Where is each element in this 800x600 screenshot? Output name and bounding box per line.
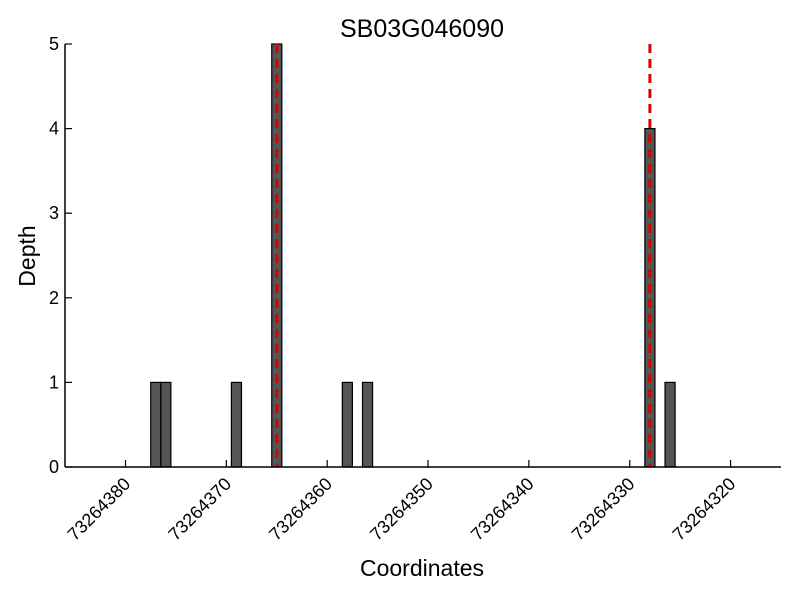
bar-5: [361, 381, 374, 468]
bar-7: [664, 381, 676, 468]
bar-0: [150, 381, 162, 468]
y-tick-label-0: 0: [49, 457, 59, 477]
bar-4: [341, 381, 354, 468]
y-tick-label-4: 4: [49, 119, 59, 139]
x-tick-label-4: 73264340: [467, 474, 538, 545]
bar-1: [160, 381, 172, 468]
x-tick-label-1: 73264370: [164, 474, 235, 545]
axes-group: 0 1 2 3 4 5 73264380 73264370 73264360 73264350 73…: [49, 34, 781, 544]
bars-group: [150, 43, 676, 468]
x-tick-label-2: 73264360: [265, 474, 336, 545]
y-axis-label: Depth: [14, 225, 40, 286]
bar-2: [230, 381, 243, 468]
y-tick-label-2: 2: [49, 288, 59, 308]
x-axis-label: Coordinates: [360, 555, 484, 581]
y-tick-label-5: 5: [49, 34, 59, 54]
x-tick-label-0: 73264380: [64, 474, 135, 545]
chart-title: SB03G046090: [340, 15, 504, 43]
marker-lines-group: [275, 44, 652, 467]
y-tick-label-1: 1: [49, 372, 59, 392]
x-tick-label-6: 73264320: [669, 474, 740, 545]
x-tick-label-5: 73264330: [568, 474, 639, 545]
x-tick-label-3: 73264350: [366, 474, 437, 545]
y-tick-label-3: 3: [49, 203, 59, 223]
